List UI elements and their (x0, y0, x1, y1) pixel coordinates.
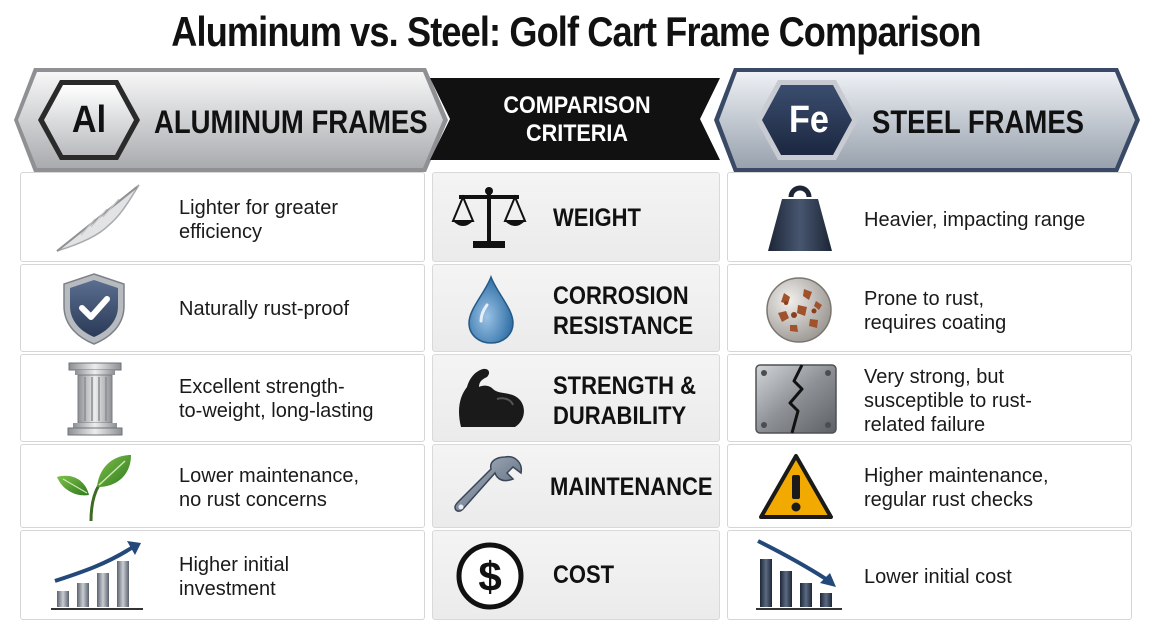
aluminum-corrosion-line-1: Naturally rust-proof (179, 298, 350, 320)
criterion-label-weight: WEIGHT (553, 203, 641, 233)
svg-text:$: $ (478, 553, 501, 600)
aluminum-text-corrosion: Naturally rust-proof (179, 297, 349, 321)
steel-cell-weight: Heavier, impacting range (727, 172, 1132, 262)
criterion-maintenance-line-1: MAINTENANCE (550, 473, 713, 501)
dollar-icon: $ (456, 542, 524, 610)
weight-icon (768, 185, 832, 251)
aluminum-weight-line-1: Lighter for greater (179, 197, 338, 219)
rusty-ball-icon (766, 277, 832, 343)
aluminum-header-plate (14, 68, 448, 172)
scale-icon (451, 187, 527, 248)
column-icon (67, 362, 123, 436)
steel-text-cost: Lower initial cost (864, 565, 1012, 589)
water-drop-icon (468, 275, 514, 344)
steel-corrosion-line-1: Prone to rust, (864, 288, 985, 310)
criterion-strength-line-2: DURABILITY (553, 402, 687, 430)
aluminum-cell-maintenance: Lower maintenance, no rust concerns (20, 444, 425, 528)
aluminum-cost-line-2: investment (179, 578, 276, 600)
criterion-cell-maintenance: MAINTENANCE (432, 444, 720, 528)
aluminum-maintenance-line-1: Lower maintenance, (179, 465, 360, 487)
aluminum-text-weight: Lighter for greater efficiency (179, 196, 338, 244)
aluminum-cost-line-1: Higher initial (179, 554, 290, 576)
steel-cell-corrosion: Prone to rust, requires coating (727, 264, 1132, 352)
criterion-cell-cost: $ COST (432, 530, 720, 620)
feather-icon (56, 184, 140, 252)
aluminum-text-maintenance: Lower maintenance, no rust concerns (179, 464, 359, 512)
steel-strength-line-1: Very strong, but (864, 366, 1005, 388)
steel-cell-strength: Very strong, but susceptible to rust- re… (727, 354, 1132, 442)
falling-chart-icon (756, 539, 842, 610)
criteria-header-line-2: CRITERIA (525, 120, 629, 147)
steel-corrosion-line-2: requires coating (864, 312, 1007, 334)
aluminum-cell-strength: Excellent strength- to-weight, long-last… (20, 354, 425, 442)
criteria-header-banner (430, 78, 720, 160)
criterion-cell-strength: STRENGTH & DURABILITY (432, 354, 720, 442)
criterion-corrosion-line-2: RESISTANCE (553, 312, 694, 340)
shield-check-icon (63, 273, 125, 345)
steel-weight-line-1: Heavier, impacting range (864, 209, 1086, 231)
steel-header-plate (714, 68, 1140, 172)
steel-text-maintenance: Higher maintenance, regular rust checks (864, 464, 1049, 512)
steel-header-label: STEEL FRAMES (872, 104, 1085, 140)
steel-cost-line-1: Lower initial cost (864, 566, 1012, 588)
aluminum-text-strength: Excellent strength- to-weight, long-last… (179, 375, 374, 423)
steel-maintenance-line-2: regular rust checks (864, 489, 1033, 511)
steel-cell-maintenance: Higher maintenance, regular rust checks (727, 444, 1132, 528)
steel-strength-line-2: susceptible to rust- (864, 390, 1032, 412)
aluminum-cell-cost: Higher initial investment (20, 530, 425, 620)
criterion-label-strength: STRENGTH & DURABILITY (553, 371, 696, 431)
cracked-plate-icon (755, 364, 837, 434)
steel-maintenance-line-1: Higher maintenance, (864, 465, 1049, 487)
aluminum-text-cost: Higher initial investment (179, 553, 289, 601)
steel-text-strength: Very strong, but susceptible to rust- re… (864, 365, 1032, 437)
criteria-header: COMPARISON CRITERIA (430, 78, 724, 160)
flexed-arm-icon (459, 368, 524, 427)
aluminum-strength-line-2: to-weight, long-lasting (179, 400, 374, 422)
steel-strength-line-3: related failure (864, 414, 986, 436)
wrench-icon (454, 455, 523, 512)
steel-symbol: Fe (789, 99, 829, 141)
rising-chart-icon (51, 541, 143, 610)
steel-header: Fe STEEL FRAMES (712, 66, 1142, 174)
aluminum-symbol: Al (71, 99, 107, 141)
criterion-label-maintenance: MAINTENANCE (550, 472, 713, 502)
criteria-header-line-1: COMPARISON (503, 92, 651, 119)
aluminum-cell-weight: Lighter for greater efficiency (20, 172, 425, 262)
criterion-cell-weight: WEIGHT (432, 172, 720, 262)
aluminum-cell-corrosion: Naturally rust-proof (20, 264, 425, 352)
aluminum-header: Al ALUMINUM FRAMES (12, 66, 450, 174)
criterion-weight-line-1: WEIGHT (553, 204, 641, 232)
aluminum-strength-line-1: Excellent strength- (179, 376, 345, 398)
warning-icon (759, 454, 833, 519)
page-title: Aluminum vs. Steel: Golf Cart Frame Comp… (171, 8, 981, 55)
aluminum-weight-line-2: efficiency (179, 221, 263, 243)
criterion-cost-line-1: COST (553, 561, 615, 589)
steel-text-weight: Heavier, impacting range (864, 208, 1085, 232)
criterion-cell-corrosion: CORROSION RESISTANCE (432, 264, 720, 352)
criteria-header-label: COMPARISON CRITERIA (445, 92, 710, 148)
aluminum-maintenance-line-2: no rust concerns (179, 489, 327, 511)
leaf-icon (57, 455, 131, 522)
criterion-label-cost: COST (553, 560, 614, 590)
criterion-label-corrosion: CORROSION RESISTANCE (553, 281, 693, 341)
steel-cell-cost: Lower initial cost (727, 530, 1132, 620)
aluminum-header-label: ALUMINUM FRAMES (154, 104, 428, 140)
criterion-corrosion-line-1: CORROSION (553, 282, 689, 310)
steel-text-corrosion: Prone to rust, requires coating (864, 287, 1006, 335)
criterion-strength-line-1: STRENGTH & (553, 372, 696, 400)
